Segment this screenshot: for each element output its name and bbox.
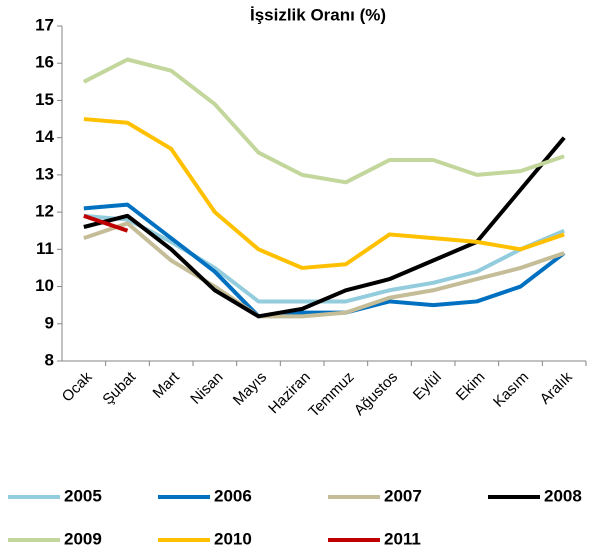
x-tick-label: Nisan — [187, 369, 226, 408]
legend-label: 2005 — [64, 486, 102, 505]
chart-title: İşsizlik Oranı (%) — [250, 5, 386, 24]
x-tick-label: Aralık — [537, 368, 576, 407]
legend-label: 2007 — [384, 486, 422, 505]
series-line — [82, 57, 565, 185]
legend-label: 2009 — [64, 529, 102, 548]
x-tick-label: Eylül — [410, 369, 445, 404]
x-tick-label: Mayıs — [230, 369, 270, 409]
legend-label: 2006 — [214, 486, 252, 505]
x-tick-label: Temmuz — [305, 369, 357, 421]
y-tick-label: 15 — [35, 90, 54, 109]
series-line — [83, 221, 565, 319]
legend-label: 2010 — [214, 529, 252, 548]
y-tick-label: 17 — [35, 15, 54, 34]
y-tick-label: 10 — [35, 276, 54, 295]
x-tick-label: Mart — [150, 368, 184, 402]
x-tick-label: Kasım — [490, 369, 532, 411]
series-line — [83, 117, 565, 270]
y-tick-label: 9 — [45, 313, 54, 332]
y-tick-label: 13 — [35, 164, 54, 183]
y-tick-label: 16 — [35, 53, 54, 72]
series-line — [83, 213, 129, 233]
x-tick-label: Ocak — [59, 368, 96, 405]
y-tick-label: 11 — [36, 239, 54, 258]
y-tick-label: 12 — [35, 202, 54, 221]
series-line — [83, 136, 566, 319]
legend-label: 2008 — [544, 486, 582, 505]
x-tick-label: Şubat — [99, 368, 139, 408]
y-tick-label: 14 — [35, 127, 54, 146]
legend-label: 2011 — [384, 529, 421, 548]
y-tick-label: 8 — [45, 350, 54, 369]
x-tick-label: Ekim — [453, 369, 489, 405]
x-tick-label: Ağustos — [351, 369, 401, 419]
